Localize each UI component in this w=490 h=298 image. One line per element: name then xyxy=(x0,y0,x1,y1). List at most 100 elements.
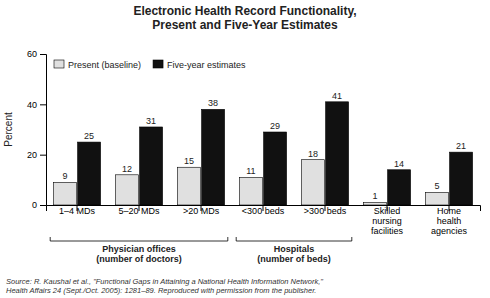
legend-label: Five-year estimates xyxy=(167,60,246,70)
group-label-line: (number of doctors) xyxy=(96,254,182,264)
data-label: 38 xyxy=(208,98,218,108)
bar xyxy=(363,202,386,205)
data-label: 11 xyxy=(246,166,255,176)
bar xyxy=(450,152,473,205)
x-tick-label-line: >300 beds xyxy=(304,206,347,216)
y-tick: 40 xyxy=(27,100,46,110)
group-brace-end xyxy=(351,237,352,241)
data-labels: 9121511181525313829411421 xyxy=(62,91,466,202)
y-tick-mark xyxy=(40,205,46,206)
x-tick-label-line: nursing xyxy=(372,216,402,226)
source: Source: R. Kaushal et al., "Functional G… xyxy=(6,277,323,295)
x-axis: 1–4 MDs 5–20 MDs >20 MDs <300 beds >300 beds… xyxy=(47,205,481,236)
bar xyxy=(301,160,324,205)
legend-swatch xyxy=(153,60,163,68)
bar xyxy=(425,192,448,205)
title-line: Present and Five-Year Estimates xyxy=(152,18,338,32)
bar xyxy=(326,102,349,205)
legend-item: Present (baseline) xyxy=(54,60,141,70)
data-label: 12 xyxy=(122,164,132,174)
x-tick-label-line: facilities xyxy=(371,226,404,236)
group-brace-end xyxy=(50,237,51,241)
data-label: 9 xyxy=(62,171,67,181)
legend-label: Present (baseline) xyxy=(68,60,141,70)
bar xyxy=(177,167,200,205)
x-tick-label-line: agencies xyxy=(431,226,468,236)
x-tick: Homehealthagencies xyxy=(431,205,468,236)
x-tick-label-line: <300 beds xyxy=(242,206,285,216)
source-line: Health Affairs 24 (Sept./Oct. 2005): 128… xyxy=(6,286,316,295)
x-tick: 5–20 MDs xyxy=(118,205,160,216)
x-tick-label-line: Home xyxy=(437,206,461,216)
y-tick-label: 0 xyxy=(32,200,37,210)
plot: 0 20 40 60 1–4 MDs 5–20 MDs >20 MDs <300 beds >3… xyxy=(27,49,481,236)
data-label: 14 xyxy=(394,159,404,169)
y-tick-mark xyxy=(40,104,46,105)
y-axis: 0 20 40 60 xyxy=(27,49,47,210)
x-tick-label: Homehealthagencies xyxy=(431,206,468,236)
data-label: 18 xyxy=(308,149,318,159)
legend-item: Five-year estimates xyxy=(153,60,246,70)
x-tick-label-line: Skilled xyxy=(374,206,401,216)
x-tick-label: >300 beds xyxy=(304,206,347,216)
x-tick-label: 5–20 MDs xyxy=(118,206,160,216)
x-tick-label: Skillednursingfacilities xyxy=(371,206,404,236)
data-label: 1 xyxy=(372,191,377,201)
y-tick-label: 40 xyxy=(27,100,37,110)
group-brace-line xyxy=(236,241,352,242)
y-tick-label: 20 xyxy=(27,150,37,160)
group-brace-line xyxy=(50,241,228,242)
bar xyxy=(264,132,287,205)
x-tick-label-line: 1–4 MDs xyxy=(59,206,96,216)
legend: Present (baseline) Five-year estimates xyxy=(54,60,246,70)
data-label: 31 xyxy=(146,116,156,126)
x-tick-label: >20 MDs xyxy=(183,206,220,216)
data-label: 15 xyxy=(184,156,194,166)
data-label: 21 xyxy=(456,141,466,151)
bar xyxy=(78,142,101,205)
group-brace-end xyxy=(236,237,237,241)
source-line: Source: R. Kaushal et al., "Functional G… xyxy=(6,277,323,286)
data-label: 5 xyxy=(434,181,439,191)
group-label-line: (number of beds) xyxy=(257,254,331,264)
y-tick-label: 60 xyxy=(27,49,37,59)
title: Electronic Health Record Functionality,P… xyxy=(133,4,356,32)
data-label: 25 xyxy=(84,131,94,141)
legend-swatch xyxy=(54,60,64,68)
x-tick-label-line: >20 MDs xyxy=(183,206,220,216)
x-tick-label: <300 beds xyxy=(242,206,285,216)
x-tick: <300 beds xyxy=(242,205,285,216)
x-tick: Skillednursingfacilities xyxy=(371,205,404,236)
bar xyxy=(239,177,262,205)
group-label-line: Physician offices xyxy=(102,244,176,254)
title-line: Electronic Health Record Functionality, xyxy=(133,4,356,18)
group-label: Hospitals(number of beds) xyxy=(257,244,331,264)
group-brace xyxy=(50,237,228,241)
x-tick: 1–4 MDs xyxy=(59,205,96,216)
x-tick: >20 MDs xyxy=(183,205,220,216)
bar xyxy=(388,170,411,205)
bar xyxy=(53,182,76,205)
bar xyxy=(140,127,163,205)
bar xyxy=(202,109,225,205)
bar xyxy=(115,175,138,205)
y-tick: 20 xyxy=(27,150,46,160)
y-tick: 0 xyxy=(32,200,46,210)
data-label: 29 xyxy=(270,121,280,131)
x-tick-label: 1–4 MDs xyxy=(59,206,96,216)
y-axis-line xyxy=(40,55,47,206)
data-label: 41 xyxy=(332,91,342,101)
x-tick-label-line: health xyxy=(437,216,462,226)
y-tick-mark xyxy=(40,54,46,55)
group-label-line: Hospitals xyxy=(274,244,315,254)
chart: Electronic Health Record Functionality,P… xyxy=(0,0,490,298)
group-brace-end xyxy=(227,237,228,241)
y-tick-mark xyxy=(40,155,46,156)
x-tick-label-line: 5–20 MDs xyxy=(118,206,160,216)
x-tick: >300 beds xyxy=(304,205,347,216)
y-tick: 60 xyxy=(27,49,46,59)
bar-series xyxy=(53,160,448,205)
y-axis-title: Percent xyxy=(3,112,14,147)
group-label: Physician offices(number of doctors) xyxy=(96,244,182,264)
bar-series xyxy=(78,102,473,205)
